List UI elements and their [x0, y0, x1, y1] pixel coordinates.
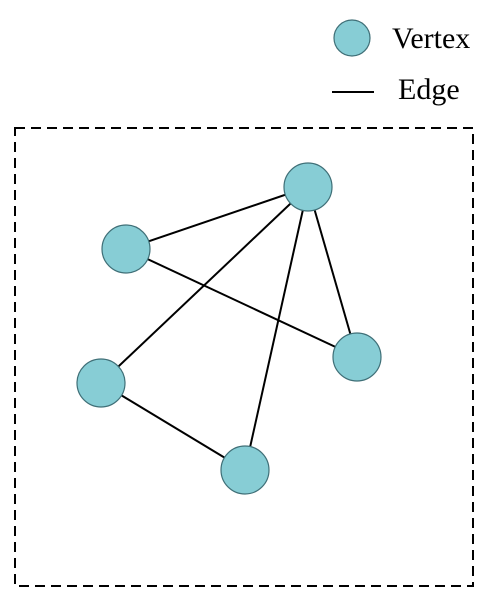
vertex-v5 [220, 445, 270, 495]
edge-v1-v2 [125, 186, 309, 250]
legend-vertex-icon [333, 19, 371, 57]
edge-v2-v3 [125, 248, 358, 358]
vertex-v3 [76, 358, 126, 408]
legend-vertex-label: Vertex [392, 22, 470, 55]
edge-v1-v5 [244, 186, 309, 471]
vertex-v4 [332, 332, 382, 382]
graph-edges [100, 186, 358, 471]
legend: Vertex Edge [332, 19, 470, 106]
graph-frame [14, 127, 474, 587]
graph-vertices [76, 162, 382, 495]
vertex-v1 [283, 162, 333, 212]
edge-v4-v5 [100, 382, 246, 471]
vertex-v2 [101, 224, 151, 274]
legend-edge-label: Edge [398, 73, 460, 106]
edge-v1-v4 [307, 186, 358, 358]
